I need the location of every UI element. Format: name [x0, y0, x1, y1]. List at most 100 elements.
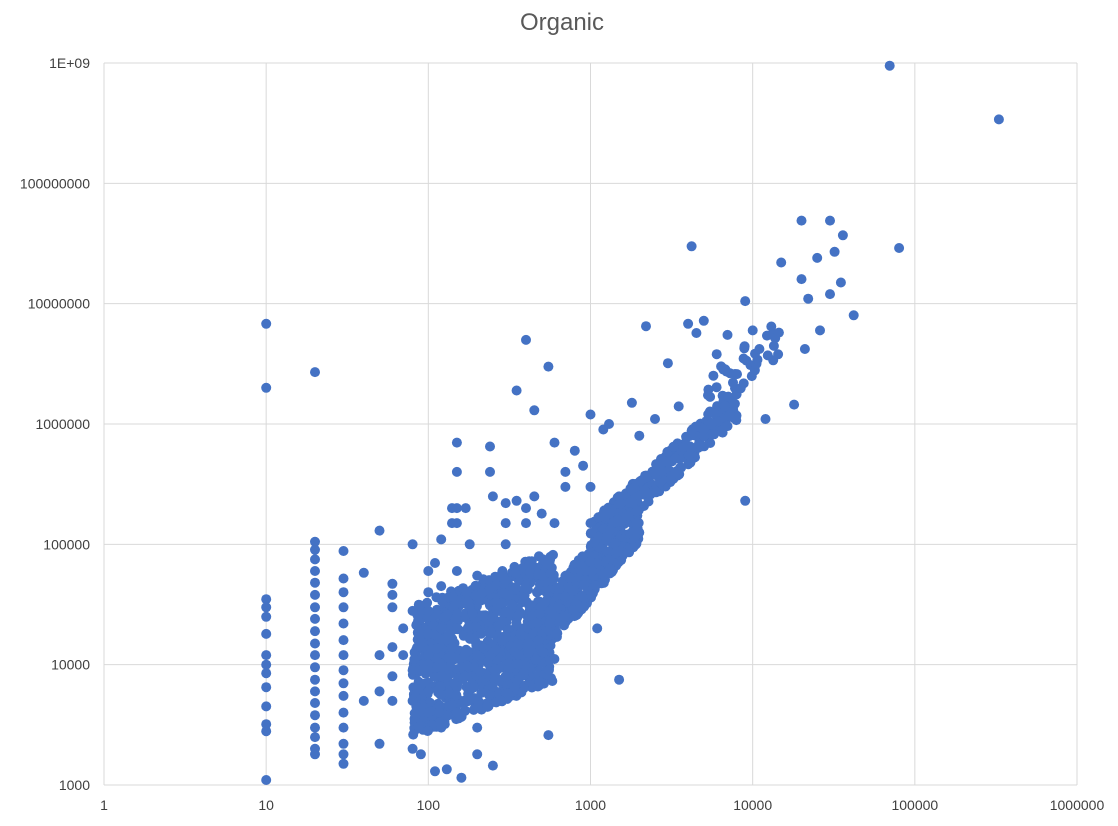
- data-point: [706, 418, 717, 429]
- data-point: [310, 554, 320, 565]
- data-point: [524, 600, 535, 611]
- data-point: [513, 649, 524, 660]
- data-point: [503, 590, 514, 601]
- data-point: [551, 629, 562, 640]
- data-point: [534, 608, 545, 619]
- data-point: [407, 605, 418, 616]
- data-point: [482, 657, 493, 668]
- data-point: [500, 518, 511, 529]
- data-point: [731, 415, 742, 426]
- data-point: [423, 650, 434, 661]
- data-point: [447, 642, 458, 653]
- data-point: [789, 399, 800, 410]
- data-point: [549, 654, 560, 664]
- data-point: [261, 594, 272, 605]
- data-point: [476, 610, 487, 621]
- data-point: [422, 726, 433, 736]
- data-point: [662, 358, 673, 369]
- data-point: [451, 623, 462, 634]
- data-point: [691, 328, 702, 338]
- data-point: [544, 618, 555, 629]
- data-point: [634, 430, 645, 441]
- data-point: [709, 429, 720, 440]
- data-point: [543, 730, 554, 741]
- data-point: [590, 580, 601, 591]
- data-point: [799, 344, 810, 354]
- data-point: [431, 592, 442, 603]
- data-point: [511, 385, 522, 396]
- data-point: [310, 638, 320, 649]
- data-point: [538, 647, 549, 658]
- data-point: [497, 635, 507, 646]
- data-point: [261, 659, 272, 670]
- data-point: [449, 678, 459, 689]
- data-point: [436, 671, 447, 682]
- data-point: [482, 701, 493, 712]
- data-point: [484, 584, 495, 595]
- data-point: [451, 437, 462, 448]
- data-point: [684, 450, 694, 461]
- data-point: [387, 602, 398, 613]
- data-point: [585, 481, 596, 492]
- data-point: [387, 589, 398, 600]
- data-point: [423, 707, 434, 718]
- data-point: [848, 310, 859, 321]
- data-point: [598, 577, 609, 588]
- data-point: [773, 327, 784, 338]
- data-point: [825, 215, 835, 226]
- data-point: [310, 686, 320, 697]
- data-point: [812, 252, 823, 263]
- data-point: [358, 695, 369, 706]
- data-point: [490, 644, 501, 655]
- data-point: [544, 664, 554, 675]
- data-point: [740, 495, 751, 506]
- data-point: [261, 602, 272, 613]
- data-point: [451, 503, 462, 514]
- data-point: [423, 686, 434, 697]
- data-point: [657, 466, 667, 477]
- data-point: [511, 582, 522, 593]
- data-point: [472, 722, 483, 733]
- data-point: [261, 382, 272, 393]
- data-point: [261, 775, 272, 785]
- data-point: [558, 619, 569, 630]
- data-point: [475, 666, 485, 677]
- data-point: [585, 556, 596, 567]
- data-point: [338, 738, 349, 749]
- data-point: [507, 599, 518, 610]
- data-point: [472, 650, 483, 661]
- data-point: [630, 525, 641, 536]
- data-point: [754, 344, 765, 354]
- data-point: [338, 749, 349, 760]
- data-point: [500, 539, 511, 550]
- data-point: [894, 243, 905, 253]
- data-point: [577, 551, 588, 562]
- data-point: [387, 671, 398, 682]
- data-point: [338, 587, 349, 598]
- data-point: [436, 581, 447, 592]
- data-point: [310, 698, 320, 708]
- data-point: [651, 487, 661, 498]
- data-point: [626, 397, 637, 408]
- data-point: [815, 325, 825, 336]
- data-point: [627, 497, 638, 508]
- x-tick-label: 10: [258, 797, 274, 813]
- data-point: [504, 663, 515, 674]
- data-point: [458, 697, 469, 708]
- data-point: [533, 635, 544, 646]
- data-point: [747, 325, 758, 336]
- data-point: [703, 384, 714, 395]
- data-point: [261, 668, 272, 679]
- data-point: [423, 587, 434, 598]
- data-point: [511, 495, 522, 506]
- data-point: [338, 722, 349, 733]
- data-point: [338, 618, 349, 629]
- data-point: [408, 729, 419, 740]
- data-point: [723, 391, 734, 402]
- data-point: [586, 590, 597, 601]
- data-point: [338, 602, 349, 613]
- data-point: [435, 681, 446, 692]
- x-tick-label: 1: [100, 797, 108, 813]
- data-point: [445, 661, 456, 672]
- data-point: [510, 568, 521, 579]
